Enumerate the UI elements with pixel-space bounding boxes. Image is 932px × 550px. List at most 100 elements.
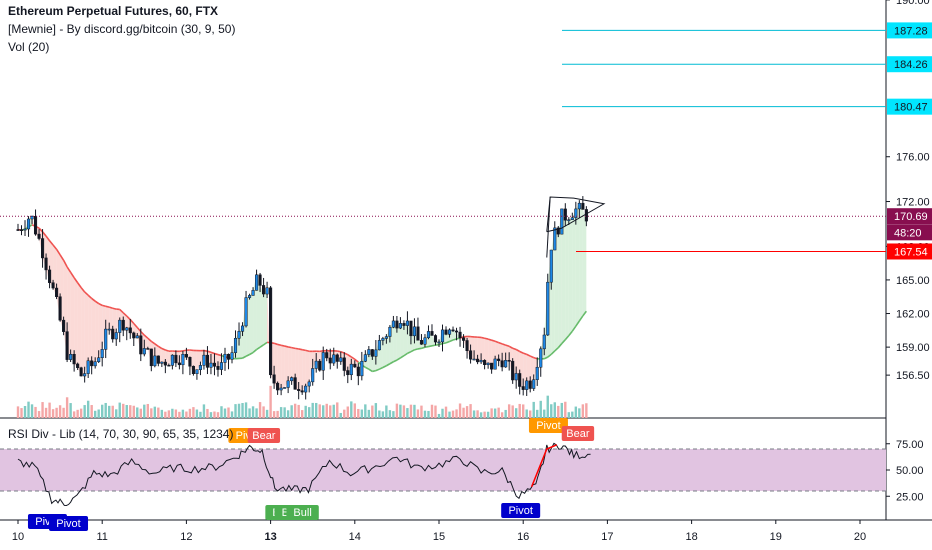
volume-bar — [364, 404, 367, 418]
candle-body — [48, 269, 52, 283]
candle-body — [23, 228, 27, 231]
ma-line-segment — [501, 343, 506, 346]
candle-body — [479, 360, 483, 363]
volume-bar — [430, 404, 434, 418]
candle-body — [542, 334, 546, 350]
ma-line-segment — [550, 350, 556, 355]
ma-line-segment — [242, 355, 247, 359]
volume-bar — [79, 408, 83, 418]
volume-bar — [178, 411, 181, 418]
ma-band-segment — [88, 295, 92, 366]
ma-line-segment — [522, 352, 527, 356]
divergence-label: Bear — [252, 430, 276, 442]
ma-band-segment — [407, 320, 411, 354]
divergence-label-box — [501, 503, 541, 518]
ma-line-segment — [557, 343, 563, 349]
candle-body — [37, 233, 41, 239]
price-tag-label: 184.26 — [894, 59, 928, 71]
rsi-indicator-label[interactable]: RSI Div - Lib (14, 70, 30, 90, 65, 35, 1… — [8, 427, 234, 441]
ma-line-segment — [48, 240, 54, 246]
candle-body — [160, 361, 164, 364]
volume-bar — [185, 411, 188, 418]
volume-bar — [427, 410, 430, 418]
volume-bar — [255, 408, 258, 418]
ma-line-segment — [375, 368, 380, 372]
volume-bar — [227, 407, 230, 418]
volume-bar — [293, 403, 297, 418]
ma-line-segment — [108, 306, 113, 310]
ma-line-segment — [94, 300, 100, 305]
ma-line-segment — [66, 266, 72, 273]
volume-bar — [16, 406, 20, 418]
ma-line-segment — [526, 353, 531, 357]
candle-body — [335, 354, 339, 362]
ma-line-segment — [456, 337, 461, 340]
candle-body — [244, 297, 248, 327]
ma-band-segment — [144, 335, 148, 349]
volume-bar — [462, 407, 465, 418]
volume-bar — [437, 413, 441, 418]
volume-bar — [529, 410, 532, 418]
candle-body — [483, 360, 487, 365]
ma-line-segment — [350, 356, 356, 360]
pattern-leg — [546, 197, 551, 258]
candle-body — [104, 328, 108, 350]
price-tag — [887, 98, 932, 115]
candle-body — [223, 353, 227, 363]
volume-bar — [41, 402, 44, 418]
ma-line-segment — [55, 248, 61, 256]
ma-line-segment — [396, 357, 401, 361]
rsi-band — [0, 449, 886, 491]
volume-bar — [514, 408, 518, 418]
ma-line-segment — [561, 339, 566, 345]
ma-line-segment — [368, 368, 373, 373]
price-tag — [887, 243, 932, 260]
ma-line-segment — [575, 320, 580, 327]
volume-bar — [220, 406, 223, 418]
candle-body — [500, 360, 504, 368]
ma-line-segment — [140, 330, 145, 336]
candle-body — [514, 373, 518, 381]
candle-body — [444, 329, 448, 335]
volume-bar — [339, 412, 342, 418]
candle-body — [188, 356, 192, 367]
volume-bar — [497, 407, 500, 418]
divergence-label: Pivot — [508, 505, 532, 517]
volume-bar — [322, 405, 325, 418]
candle-body — [465, 340, 469, 351]
ma-line-segment — [571, 325, 577, 332]
rsi-axis-label: 25.00 — [896, 491, 924, 503]
price-axis-label: 162.00 — [896, 309, 930, 321]
candle-body — [370, 349, 374, 357]
candle-body — [504, 360, 508, 368]
volume-bar — [336, 402, 339, 418]
volume-bar — [311, 402, 314, 418]
divergence-label: Pivot — [56, 518, 80, 530]
time-axis-label: 20 — [854, 531, 866, 543]
candle-body — [486, 362, 490, 365]
price-tag — [887, 56, 932, 73]
candle-body — [170, 354, 174, 366]
candle-body — [265, 287, 269, 295]
candle-body — [423, 337, 427, 345]
candle-body — [374, 349, 378, 357]
ma-band-segment — [284, 346, 289, 388]
candle-body — [490, 362, 494, 370]
indicator-mewnie-label[interactable]: [Mewnie] - By discord.gg/bitcoin (30, 9,… — [8, 22, 236, 36]
volume-bar — [392, 411, 395, 418]
ma-line-segment — [214, 352, 219, 356]
volume-indicator-label[interactable]: Vol (20) — [8, 40, 50, 54]
candle-body — [79, 367, 83, 377]
candle-body — [290, 377, 294, 382]
volume-bar — [381, 411, 385, 418]
ma-line-segment — [84, 291, 89, 296]
candle-body — [121, 319, 125, 331]
volume-bar — [76, 409, 79, 418]
ma-line-segment — [410, 349, 415, 353]
volume-bar — [272, 411, 276, 418]
ma-line-segment — [484, 337, 489, 340]
ma-line-segment — [287, 346, 292, 349]
candle-body — [412, 326, 416, 337]
rsi-divergence-line — [530, 444, 558, 488]
